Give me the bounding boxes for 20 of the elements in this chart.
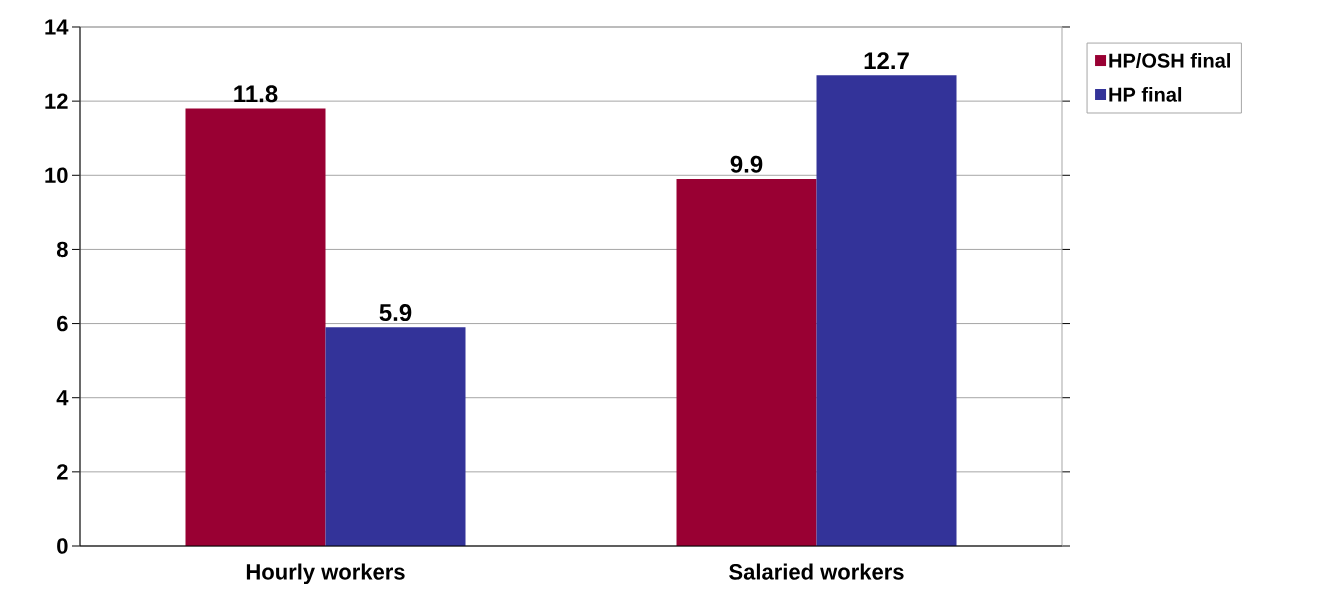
bar — [676, 178, 817, 546]
y-tick-label: 8 — [56, 241, 68, 258]
y-tick-label: 6 — [57, 315, 68, 332]
data-label: 9.9 — [730, 155, 763, 173]
y-tick-label: 4 — [56, 390, 69, 406]
legend-label: HP/OSH final — [1109, 53, 1230, 68]
x-tick-label: Salaried workers — [729, 563, 904, 580]
y-tick-label: 2 — [57, 464, 68, 480]
y-tick-label: 10 — [45, 167, 68, 184]
y-tick-label: 14 — [45, 19, 69, 35]
data-label: 12.7 — [864, 52, 909, 69]
data-label: 5.9 — [379, 304, 412, 322]
legend-label: HP final — [1109, 87, 1182, 102]
x-tick-label: Hourly workers — [246, 563, 405, 585]
y-tick-label: 0 — [57, 538, 68, 554]
bar — [816, 75, 957, 546]
bar — [185, 108, 326, 546]
data-label: 11.8 — [234, 85, 278, 103]
bar — [325, 327, 466, 546]
y-tick-label: 12 — [45, 93, 68, 109]
